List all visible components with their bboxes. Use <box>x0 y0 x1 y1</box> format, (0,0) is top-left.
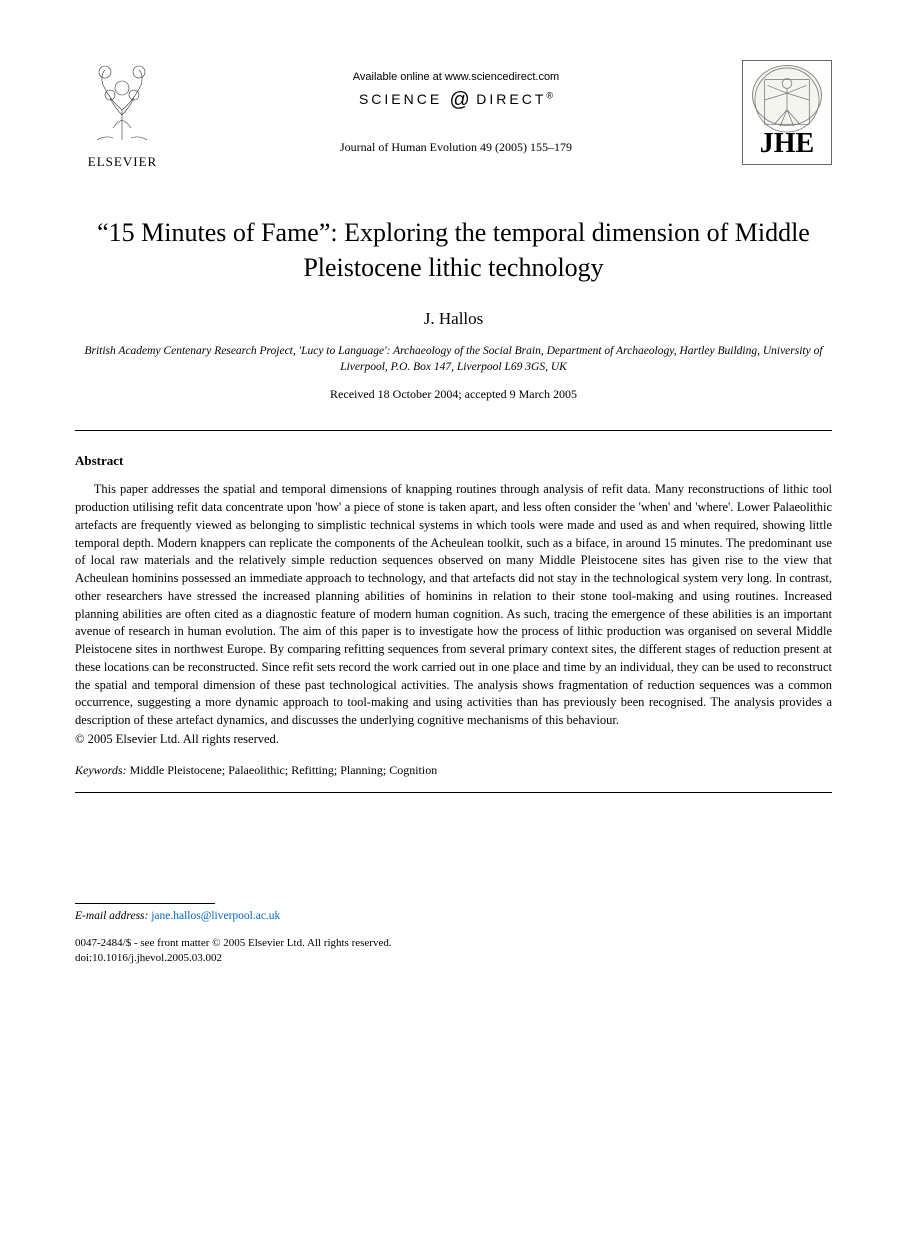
doi-line: doi:10.1016/j.jhevol.2005.03.002 <box>75 951 832 966</box>
received-accepted-dates: Received 18 October 2004; accepted 9 Mar… <box>75 387 832 402</box>
elsevier-label: ELSEVIER <box>75 154 170 170</box>
center-header: Available online at www.sciencedirect.co… <box>170 71 742 155</box>
jhe-logo: JHE <box>742 60 832 165</box>
article-title: “15 Minutes of Fame”: Exploring the temp… <box>75 215 832 285</box>
rule-top <box>75 430 832 431</box>
footnote-rule <box>75 903 215 904</box>
abstract-body: This paper addresses the spatial and tem… <box>75 481 832 730</box>
email-line: E-mail address: jane.hallos@liverpool.ac… <box>75 910 832 922</box>
email-link[interactable]: jane.hallos@liverpool.ac.uk <box>151 910 280 922</box>
author-affiliation: British Academy Centenary Research Proje… <box>75 343 832 375</box>
vitruvian-icon <box>752 65 822 126</box>
keywords-label: Keywords: <box>75 763 127 777</box>
sd-right: DIRECT <box>476 91 546 107</box>
science-direct-logo: SCIENCE @ DIRECT® <box>170 89 742 112</box>
elsevier-tree-icon <box>75 60 170 145</box>
sd-at-icon: @ <box>449 89 469 111</box>
front-matter-line1: 0047-2484/$ - see front matter © 2005 El… <box>75 936 832 951</box>
email-label: E-mail address: <box>75 910 148 922</box>
abstract-copyright: © 2005 Elsevier Ltd. All rights reserved… <box>75 732 832 747</box>
header-row: ELSEVIER Available online at www.science… <box>75 60 832 165</box>
front-matter: 0047-2484/$ - see front matter © 2005 El… <box>75 936 832 967</box>
sd-left: SCIENCE <box>359 91 442 107</box>
keywords-line: Keywords: Middle Pleistocene; Palaeolith… <box>75 763 832 778</box>
footer-spacer <box>75 793 832 903</box>
abstract-heading: Abstract <box>75 453 832 469</box>
author-name: J. Hallos <box>75 309 832 329</box>
available-online-text: Available online at www.sciencedirect.co… <box>170 71 742 83</box>
elsevier-logo: ELSEVIER <box>75 60 170 165</box>
journal-reference: Journal of Human Evolution 49 (2005) 155… <box>170 140 742 155</box>
keywords-list: Middle Pleistocene; Palaeolithic; Refitt… <box>130 763 438 777</box>
